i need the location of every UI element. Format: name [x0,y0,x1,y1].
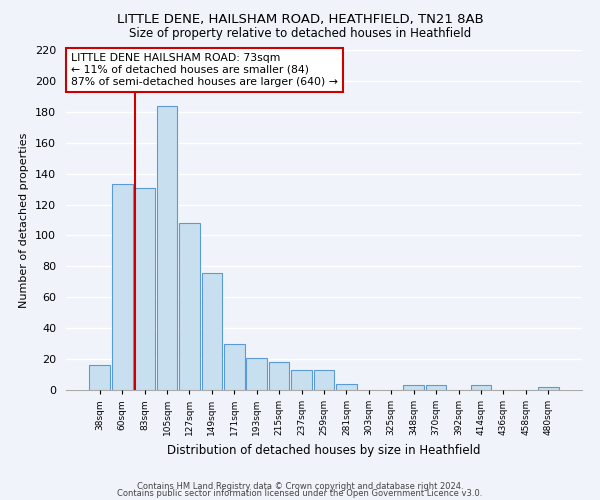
Bar [314,370,334,390]
Bar [134,188,155,390]
Y-axis label: Number of detached properties: Number of detached properties [19,132,29,308]
Bar [202,272,222,390]
Bar [157,106,178,390]
Bar [426,386,446,390]
X-axis label: Distribution of detached houses by size in Heathfield: Distribution of detached houses by size … [167,444,481,456]
Bar [112,184,133,390]
Bar [291,370,312,390]
Bar [470,386,491,390]
Bar [89,366,110,390]
Bar [247,358,267,390]
Text: Size of property relative to detached houses in Heathfield: Size of property relative to detached ho… [129,28,471,40]
Text: LITTLE DENE, HAILSHAM ROAD, HEATHFIELD, TN21 8AB: LITTLE DENE, HAILSHAM ROAD, HEATHFIELD, … [116,12,484,26]
Bar [538,387,559,390]
Bar [403,386,424,390]
Bar [224,344,245,390]
Text: Contains public sector information licensed under the Open Government Licence v3: Contains public sector information licen… [118,489,482,498]
Bar [269,362,289,390]
Text: LITTLE DENE HAILSHAM ROAD: 73sqm
← 11% of detached houses are smaller (84)
87% o: LITTLE DENE HAILSHAM ROAD: 73sqm ← 11% o… [71,54,338,86]
Text: Contains HM Land Registry data © Crown copyright and database right 2024.: Contains HM Land Registry data © Crown c… [137,482,463,491]
Bar [179,223,200,390]
Bar [336,384,357,390]
